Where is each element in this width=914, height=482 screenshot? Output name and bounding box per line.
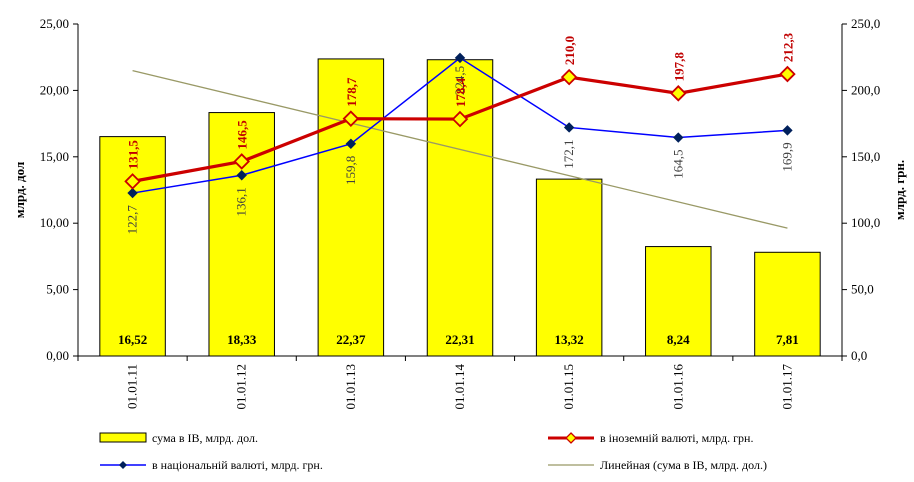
- bar: [317, 58, 385, 357]
- foreign-value-label: 131,5: [126, 140, 141, 170]
- bar: [754, 251, 821, 357]
- foreign-currency-point: [451, 110, 469, 128]
- legend-label-foreign: в іноземній валюті, млрд. грн.: [600, 431, 753, 445]
- legend-label-trend: Линейная (сума в ІВ, млрд. дол.): [600, 458, 767, 472]
- foreign-value-label: 212,3: [780, 32, 795, 62]
- foreign-currency-point: [779, 65, 796, 83]
- right-axis-title: млрд. грн.: [892, 160, 907, 220]
- bar-value-label: 16,52: [118, 332, 147, 347]
- national-currency-point: [127, 187, 138, 199]
- legend-marker-foreign: [565, 432, 577, 444]
- foreign-value-label: 178,4: [453, 77, 468, 107]
- bar-value-label: 7,81: [776, 332, 799, 347]
- x-tick-label: 01.01.17: [779, 364, 794, 410]
- national-currency-point: [345, 138, 357, 149]
- left-tick-label: 5,00: [46, 282, 69, 297]
- right-tick-label: 0,0: [851, 348, 867, 363]
- left-axis-title: млрд. дол: [12, 162, 27, 218]
- foreign-value-label: 197,8: [671, 52, 686, 82]
- right-tick-label: 250,0: [851, 16, 880, 31]
- x-tick-label: 01.01.14: [452, 364, 467, 410]
- foreign-currency-point: [233, 153, 250, 170]
- national-currency-point: [454, 52, 466, 64]
- legend-marker-national: [119, 461, 127, 469]
- foreign-currency-point: [670, 85, 687, 102]
- left-tick-label: 15,00: [40, 149, 69, 164]
- bars: [99, 58, 821, 357]
- bar: [645, 246, 712, 357]
- bar-value-label: 18,33: [227, 332, 257, 347]
- national-value-label: 122,7: [125, 205, 140, 235]
- right-tick-label: 150,0: [851, 149, 880, 164]
- right-tick-label: 50,0: [851, 282, 874, 297]
- x-tick-label: 01.01.15: [561, 364, 576, 410]
- bar-value-label: 22,31: [445, 332, 474, 347]
- left-tick-label: 25,00: [40, 16, 69, 31]
- bar: [535, 178, 603, 357]
- legend-label-bars: сума в ІВ, млрд. дол.: [152, 431, 258, 445]
- bar-value-label: 22,37: [336, 332, 366, 347]
- data-labels: 16,52 18,33 22,37 22,31 13,32 8,24 7,81 122,7 13…: [118, 32, 799, 347]
- national-currency-point: [673, 132, 684, 143]
- legend-swatch-bars: [99, 432, 147, 443]
- foreign-value-label: 210,0: [562, 36, 577, 65]
- national-currency-point: [563, 122, 575, 133]
- right-tick-label: 200,0: [851, 82, 880, 97]
- x-tick-label: 01.01.12: [234, 364, 249, 410]
- national-value-label: 169,9: [779, 142, 794, 171]
- left-tick-label: 10,00: [40, 215, 69, 230]
- foreign-value-label: 178,7: [344, 77, 359, 107]
- left-tick-label: 20,00: [40, 82, 69, 97]
- x-tick-label: 01.01.13: [343, 364, 358, 410]
- foreign-currency-point: [342, 110, 360, 127]
- foreign-currency-point: [124, 173, 141, 190]
- legend-label-national: в національній валюті, млрд. грн.: [152, 458, 323, 472]
- national-value-label: 224,5: [452, 66, 467, 95]
- left-tick-label: 0,00: [46, 348, 69, 363]
- bar-value-label: 8,24: [667, 332, 690, 347]
- national-currency-point: [782, 125, 793, 136]
- foreign-value-label: 146,5: [235, 120, 250, 150]
- national-currency-point: [236, 170, 247, 181]
- foreign-currency-point: [560, 68, 578, 86]
- national-value-label: 164,5: [670, 150, 685, 179]
- lines-layer: [124, 52, 796, 199]
- legend: сума в ІВ, млрд. дол. в іноземній валюті,…: [99, 431, 767, 472]
- axes: 0,00 5,00 10,00 15,00 20,00 25,00 0,0 50,0 100,0…: [12, 16, 907, 410]
- trendline: [132, 69, 788, 229]
- national-value-label: 159,8: [343, 156, 358, 185]
- national-value-label: 136,1: [234, 187, 249, 216]
- right-tick-label: 100,0: [851, 215, 880, 230]
- x-tick-label: 01.01.16: [670, 364, 685, 410]
- national-value-label: 172,1: [561, 139, 576, 168]
- x-tick-label: 01.01.11: [125, 364, 140, 409]
- bar-value-label: 13,32: [555, 332, 584, 347]
- trendline-layer: [132, 69, 788, 229]
